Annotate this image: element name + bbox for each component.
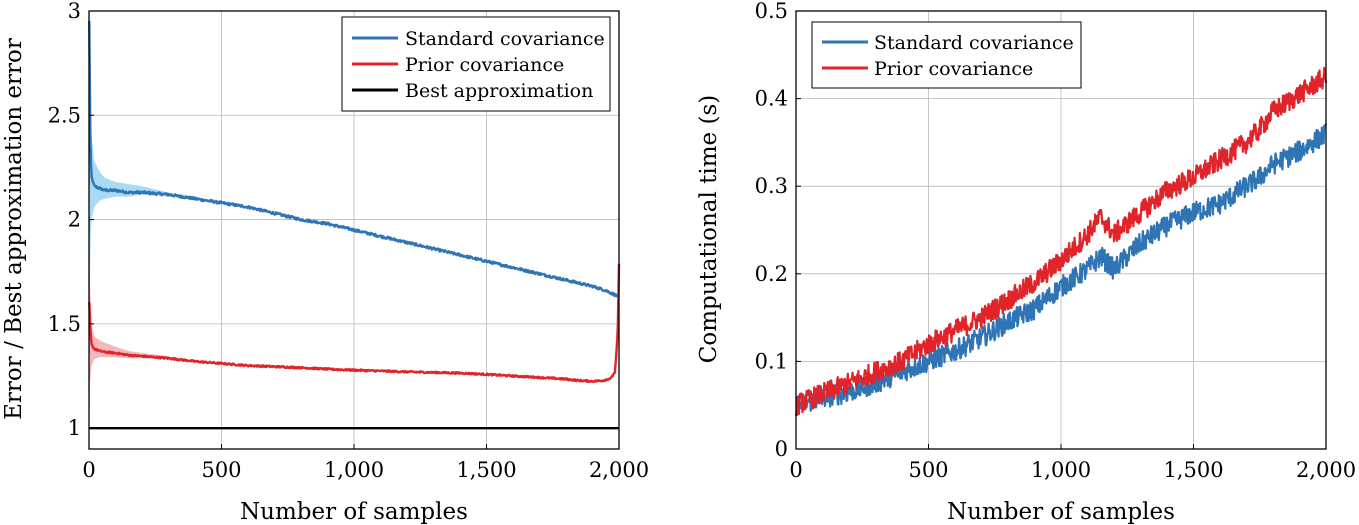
error-chart-ticks: 0 500 1,000 1,500 2,000 1 1.5 2 2.5 3 bbox=[48, 0, 649, 482]
legend-label-standard: Standard covariance bbox=[405, 28, 605, 50]
x-tick-label: 0 bbox=[82, 458, 95, 482]
x-tick-label: 1,000 bbox=[324, 458, 384, 482]
x-tick-label: 1,500 bbox=[456, 458, 516, 482]
legend-label-prior: Prior covariance bbox=[874, 58, 1033, 80]
series-line-standard bbox=[795, 123, 1328, 417]
legend-box bbox=[811, 21, 1082, 89]
x-tick-label: 500 bbox=[908, 458, 948, 482]
y-tick-label: 0 bbox=[775, 437, 788, 461]
x-tick-label: 2,000 bbox=[1296, 458, 1356, 482]
x-tick-label: 500 bbox=[201, 458, 241, 482]
series-line-standard bbox=[88, 21, 620, 298]
series-line-prior bbox=[88, 263, 621, 384]
x-tick-label: 0 bbox=[789, 458, 802, 482]
time-chart-ylabel: Computational time (s) bbox=[696, 95, 722, 363]
y-tick-label: 1 bbox=[68, 416, 81, 440]
legend-label-best: Best approximation bbox=[405, 80, 593, 102]
y-tick-label: 0.5 bbox=[755, 0, 788, 23]
error-ratio-chart: 0 500 1,000 1,500 2,000 1 1.5 2 2.5 3 Number of s… bbox=[1, 0, 649, 525]
y-tick-label: 3 bbox=[68, 0, 81, 23]
y-tick-label: 1.5 bbox=[48, 312, 81, 336]
error-chart-lines bbox=[88, 21, 621, 430]
legend-label-standard: Standard covariance bbox=[874, 32, 1074, 54]
time-chart-lines bbox=[794, 66, 1328, 417]
error-chart-ylabel: Error / Best approximation error bbox=[1, 38, 27, 420]
y-tick-label: 0.3 bbox=[755, 174, 788, 198]
legend-label-prior: Prior covariance bbox=[405, 54, 564, 76]
y-tick-label: 2.5 bbox=[48, 103, 81, 127]
y-tick-label: 2 bbox=[68, 208, 81, 232]
y-tick-label: 0.1 bbox=[755, 349, 788, 373]
x-tick-label: 1,500 bbox=[1163, 458, 1223, 482]
x-tick-label: 1,000 bbox=[1031, 458, 1091, 482]
error-chart-xlabel: Number of samples bbox=[240, 499, 468, 525]
time-chart-legend: Standard covariance Prior covariance bbox=[811, 21, 1082, 89]
y-tick-label: 0.2 bbox=[755, 262, 788, 286]
computational-time-chart: 0 500 1,000 1,500 2,000 0 0.1 0.2 0.3 0.4 0.5 Numb… bbox=[696, 0, 1356, 525]
time-chart-ticks: 0 500 1,000 1,500 2,000 0 0.1 0.2 0.3 0.4 0.5 bbox=[755, 0, 1356, 482]
error-chart-legend: Standard covariance Prior covariance Bes… bbox=[341, 16, 611, 112]
y-tick-label: 0.4 bbox=[755, 87, 788, 111]
x-tick-label: 2,000 bbox=[589, 458, 649, 482]
time-chart-xlabel: Number of samples bbox=[947, 499, 1175, 525]
series-line-prior bbox=[794, 66, 1328, 416]
